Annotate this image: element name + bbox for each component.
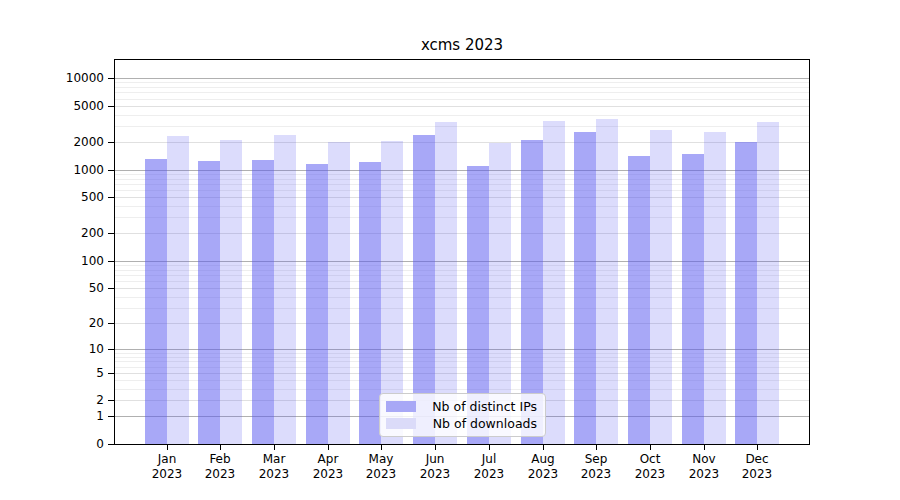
- x-axis-label-nov: Nov2023: [674, 452, 734, 482]
- y-axis-tick: [108, 106, 115, 107]
- bar-downloads-sep: [596, 119, 618, 444]
- x-axis-tick: [543, 445, 544, 450]
- y-axis-tick-label: 10000: [30, 71, 104, 85]
- y-axis-tick-label: 1000: [30, 163, 104, 177]
- bar-downloads-oct: [650, 130, 672, 444]
- y-axis-tick: [108, 170, 115, 171]
- y-axis-tick-label: 5: [30, 366, 104, 380]
- bar-downloads-nov: [704, 132, 726, 444]
- y-axis-tick: [108, 197, 115, 198]
- x-axis-tick: [596, 445, 597, 450]
- legend-swatch-downloads: [386, 418, 416, 429]
- legend-label-distinct-ips: Nb of distinct IPs: [426, 399, 537, 414]
- gridline-10000: [115, 78, 809, 79]
- y-axis-tick: [108, 400, 115, 401]
- gridline-7000: [115, 92, 809, 93]
- bar-distinct-ips-apr: [306, 164, 328, 444]
- legend-entry-distinct-ips: Nb of distinct IPs: [386, 398, 537, 415]
- y-axis-tick: [108, 416, 115, 417]
- bar-downloads-feb: [220, 140, 242, 444]
- y-axis-tick: [108, 349, 115, 350]
- x-axis-tick: [650, 445, 651, 450]
- y-axis-tick-label: 10: [30, 342, 104, 356]
- bar-downloads-dec: [757, 122, 779, 444]
- y-axis-tick: [108, 288, 115, 289]
- x-axis-label-sep: Sep2023: [566, 452, 626, 482]
- y-axis-tick: [108, 373, 115, 374]
- y-axis-tick-label: 1: [30, 409, 104, 423]
- x-axis-tick: [220, 445, 221, 450]
- x-axis-label-feb: Feb2023: [190, 452, 250, 482]
- x-axis-tick: [381, 445, 382, 450]
- bar-distinct-ips-sep: [574, 132, 596, 444]
- x-axis-tick: [489, 445, 490, 450]
- x-axis-label-jul: Jul2023: [459, 452, 519, 482]
- y-axis-tick-label: 2: [30, 393, 104, 407]
- x-axis-tick: [274, 445, 275, 450]
- x-axis-tick: [704, 445, 705, 450]
- chart-figure: xcms 2023 0 1 2 5 10 20 50 100 200 500 1000 2000 500…: [0, 0, 900, 500]
- y-axis-tick-label: 0: [30, 437, 104, 451]
- gridline-3000: [115, 126, 809, 127]
- x-axis-label-aug: Aug2023: [513, 452, 573, 482]
- plot-area: [114, 59, 810, 445]
- legend: Nb of distinct IPs Nb of downloads: [379, 393, 546, 437]
- y-axis-tick: [108, 233, 115, 234]
- x-axis-label-apr: Apr2023: [298, 452, 358, 482]
- bar-distinct-ips-feb: [198, 161, 220, 444]
- legend-label-downloads: Nb of downloads: [426, 416, 537, 431]
- bar-distinct-ips-nov: [682, 154, 704, 444]
- gridline-4000: [115, 115, 809, 116]
- bar-distinct-ips-mar: [252, 160, 274, 444]
- bar-downloads-jan: [167, 136, 189, 444]
- legend-swatch-distinct-ips: [386, 401, 416, 412]
- gridline-9000: [115, 82, 809, 83]
- gridline-5000: [115, 106, 809, 107]
- gridline-6000: [115, 99, 809, 100]
- x-axis-label-dec: Dec2023: [727, 452, 787, 482]
- x-axis-tick: [757, 445, 758, 450]
- y-axis-tick: [108, 323, 115, 324]
- bar-distinct-ips-jan: [145, 159, 167, 444]
- y-axis-tick-label: 100: [30, 254, 104, 268]
- x-axis-label-jan: Jan2023: [137, 452, 197, 482]
- x-axis-tick: [435, 445, 436, 450]
- chart-title: xcms 2023: [115, 36, 809, 54]
- legend-entry-downloads: Nb of downloads: [386, 415, 537, 432]
- y-axis-tick-label: 50: [30, 281, 104, 295]
- y-axis-tick: [108, 78, 115, 79]
- x-axis-tick: [328, 445, 329, 450]
- x-axis-label-may: May2023: [351, 452, 411, 482]
- y-axis-tick-label: 200: [30, 226, 104, 240]
- y-axis-tick: [108, 261, 115, 262]
- gridline-8000: [115, 87, 809, 88]
- bar-downloads-apr: [328, 142, 350, 444]
- y-axis-tick-label: 20: [30, 316, 104, 330]
- y-axis-tick-label: 2000: [30, 135, 104, 149]
- bar-distinct-ips-oct: [628, 156, 650, 444]
- bar-distinct-ips-may: [359, 162, 381, 444]
- bar-downloads-aug: [543, 121, 565, 444]
- bar-distinct-ips-dec: [735, 142, 757, 444]
- y-axis-tick-label: 5000: [30, 99, 104, 113]
- y-axis-tick: [108, 142, 115, 143]
- x-axis-tick: [167, 445, 168, 450]
- x-axis-label-mar: Mar2023: [244, 452, 304, 482]
- y-axis-tick: [108, 444, 115, 445]
- x-axis-label-oct: Oct2023: [620, 452, 680, 482]
- bar-downloads-mar: [274, 135, 296, 444]
- x-axis-label-jun: Jun2023: [405, 452, 465, 482]
- y-axis-tick-label: 500: [30, 190, 104, 204]
